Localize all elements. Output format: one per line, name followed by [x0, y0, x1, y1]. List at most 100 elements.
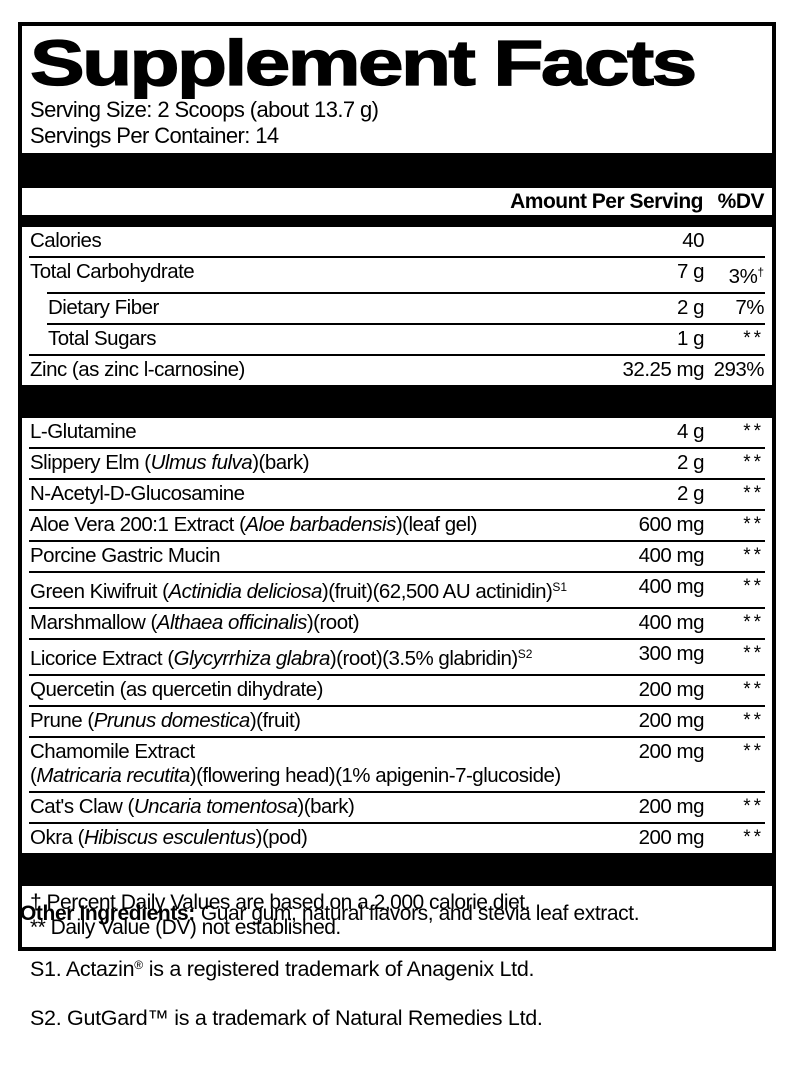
text-segment: Slippery Elm (: [30, 451, 151, 474]
amount-value: 400 mg: [638, 575, 705, 598]
ingredient-name: Marshmallow (Althaea officinalis)(root): [30, 611, 639, 635]
ingredient-name: Licorice Extract (Glycyrrhiza glabra)(ro…: [30, 642, 639, 671]
text-segment: )(bark): [297, 795, 355, 818]
dv-value: **: [743, 741, 764, 762]
ingredient-section-1: Calories 40 Total Carbohydrate 7 g 3%† Dietar…: [22, 227, 772, 385]
table-row: N-Acetyl-D-Glucosamine 2 g **: [29, 478, 765, 509]
text-segment: )(leaf gel): [395, 513, 478, 536]
ingredient-name: Cat's Claw (Uncaria tomentosa)(bark): [30, 795, 639, 819]
amount-value: 2 g: [677, 296, 705, 319]
amount-value: 400 mg: [638, 611, 705, 634]
text-segment: Total Carbohydrate: [30, 260, 195, 283]
table-row: Licorice Extract (Glycyrrhiza glabra)(ro…: [29, 638, 765, 674]
table-row: Porcine Gastric Mucin 400 mg **: [29, 540, 765, 571]
dv-value: **: [743, 452, 764, 473]
species-name: Uncaria tomentosa: [133, 795, 298, 818]
footnote-dv-line: ** Daily Value (DV) not established.: [30, 916, 341, 939]
table-row: Cat's Claw (Uncaria tomentosa)(bark) 200 …: [29, 791, 765, 822]
text-segment: Chamomile Extract: [30, 740, 195, 763]
ingredient-name: Porcine Gastric Mucin: [30, 544, 639, 568]
text-segment: Porcine Gastric Mucin: [30, 544, 221, 567]
text-segment: Licorice Extract (: [30, 647, 174, 670]
ingredient-name: L-Glutamine: [30, 420, 677, 444]
ingredient-name: Dietary Fiber: [48, 296, 677, 320]
species-name: Prunus domestica: [93, 709, 251, 732]
amount-value: 200 mg: [638, 826, 705, 849]
ingredient-name: Aloe Vera 200:1 Extract (Aloe barbadensi…: [30, 513, 639, 537]
ingredient-name: Zinc (as zinc l-carnosine): [30, 358, 623, 382]
dv-header: %DV: [717, 190, 765, 213]
text-segment: S1. Actazin: [30, 957, 135, 981]
text-segment: Quercetin (as quercetin dihydrate): [30, 678, 323, 701]
mid-divider-bar: [22, 385, 772, 418]
species-name: Aloe barbadensis: [245, 513, 396, 536]
dv-value: 7%: [735, 296, 764, 319]
servings-per-container-line: Servings Per Container: 14: [30, 123, 279, 148]
dv-value: 3%†: [704, 260, 764, 289]
dv-value: **: [743, 483, 764, 504]
table-row: Total Carbohydrate 7 g 3%†: [29, 256, 765, 292]
text-segment: L-Glutamine: [30, 420, 137, 443]
amount-value: 1 g: [677, 327, 705, 350]
species-name: Ulmus fulva: [150, 451, 253, 474]
dv-value: **: [743, 545, 764, 566]
species-name: Actinidia deliciosa: [168, 580, 322, 603]
species-name: Glycyrrhiza glabra: [173, 647, 331, 670]
dv-value: **: [743, 576, 764, 597]
text-segment: )(root)(3.5% glabridin): [329, 647, 518, 670]
ingredient-name: Total Sugars: [48, 327, 677, 351]
ingredient-name: Green Kiwifruit (Actinidia deliciosa)(fr…: [30, 575, 639, 604]
table-row: Dietary Fiber 2 g 7%: [47, 292, 765, 323]
serving-info: Serving Size: 2 Scoops (about 13.7 g) Se…: [22, 97, 772, 153]
table-row: Chamomile Extract (Matricaria recutita)(f…: [29, 736, 765, 791]
panel-title: Supplement Facts: [29, 27, 698, 99]
table-row: Quercetin (as quercetin dihydrate) 200 mg…: [29, 674, 765, 705]
dv-value: 293%: [713, 358, 765, 381]
text-segment: Aloe Vera 200:1 Extract (: [30, 513, 246, 536]
amount-value: 200 mg: [638, 709, 705, 732]
table-row: Aloe Vera 200:1 Extract (Aloe barbadensi…: [29, 509, 765, 540]
text-segment: ™: [147, 1006, 169, 1030]
amount-value: 2 g: [677, 451, 705, 474]
amount-value: 4 g: [677, 420, 705, 443]
dv-value: **: [743, 328, 764, 349]
superscript-mark: S1: [552, 580, 568, 594]
footnotes: † Percent Daily Values are based on a 2,…: [22, 886, 772, 947]
text-segment: 3%: [728, 265, 758, 288]
species-name: Hibiscus esculentus: [83, 826, 256, 849]
text-segment: is a trademark of Natural Remedies Ltd.: [168, 1006, 543, 1030]
table-row: L-Glutamine 4 g **: [29, 418, 765, 447]
superscript-mark: S2: [517, 647, 533, 661]
dv-value: **: [743, 710, 764, 731]
text-segment: S2. GutGard: [30, 1006, 148, 1030]
amount-value: 40: [682, 229, 704, 252]
dv-value: **: [743, 643, 764, 664]
amount-value: 200 mg: [638, 795, 705, 818]
dv-value: **: [743, 796, 764, 817]
amount-per-serving-header: Amount Per Serving: [510, 190, 703, 213]
text-segment: )(flowering head)(1% apigenin-7-glucosid…: [189, 764, 561, 787]
amount-value: 300 mg: [638, 642, 705, 665]
text-segment: (: [30, 764, 37, 787]
ingredient-section-2: L-Glutamine 4 g ** Slippery Elm (Ulmus fulv…: [22, 418, 772, 853]
amount-value: 200 mg: [638, 740, 705, 763]
dv-value: **: [743, 612, 764, 633]
trademark-line: S1. Actazin® is a registered trademark o…: [30, 953, 543, 982]
text-segment: Green Kiwifruit (: [30, 580, 169, 603]
amount-value: 32.25 mg: [622, 358, 705, 381]
ingredient-name: Total Carbohydrate: [30, 260, 677, 284]
text-segment: )(fruit): [249, 709, 301, 732]
ingredient-name: Okra (Hibiscus esculentus)(pod): [30, 826, 639, 850]
supplement-facts-panel: Supplement Facts Serving Size: 2 Scoops …: [18, 22, 776, 951]
text-segment: Marshmallow (: [30, 611, 157, 634]
ingredient-name: Prune (Prunus domestica)(fruit): [30, 709, 639, 733]
ingredient-name: N-Acetyl-D-Glucosamine: [30, 482, 677, 506]
table-row: Green Kiwifruit (Actinidia deliciosa)(fr…: [29, 571, 765, 607]
text-segment: Total Sugars: [48, 327, 156, 350]
table-row: Calories 40: [29, 227, 765, 256]
ingredient-name: Slippery Elm (Ulmus fulva)(bark): [30, 451, 677, 475]
table-row: Prune (Prunus domestica)(fruit) 200 mg **: [29, 705, 765, 736]
text-segment: N-Acetyl-D-Glucosamine: [30, 482, 245, 505]
bottom-divider-bar: [22, 853, 772, 886]
